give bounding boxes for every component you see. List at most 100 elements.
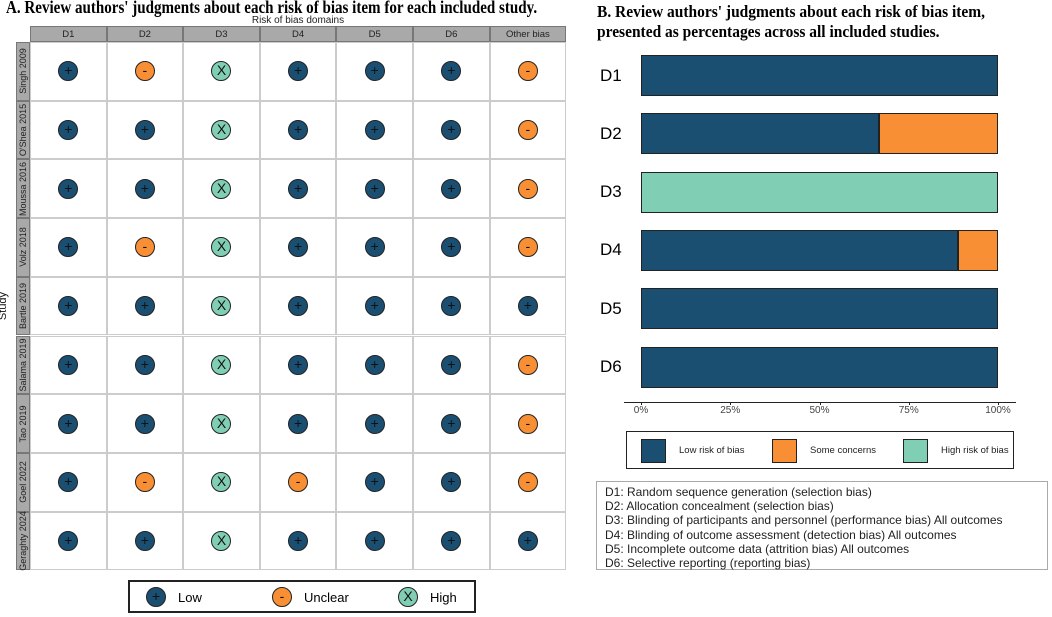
panel-a-title: A. Review authors' judgments about each … [6, 0, 538, 17]
judgment-low-icon: + [364, 178, 385, 199]
grid-cell: + [336, 511, 413, 571]
judgment-high-icon: X [211, 530, 232, 551]
domain-definitions: D1: Random sequence generation (selectio… [596, 481, 1048, 570]
bar-segment [641, 229, 959, 271]
grid-cell: + [106, 276, 184, 336]
judgment-low-icon: + [134, 296, 155, 317]
grid-cell: + [30, 394, 107, 453]
grid-cell: + [413, 100, 490, 160]
judgment-low-icon: + [364, 61, 385, 82]
judgment-low-icon: + [441, 237, 462, 258]
grid-cell: X [183, 218, 260, 277]
study-label: Volz 2018 [16, 218, 30, 277]
judgment-low-icon: + [441, 296, 462, 317]
category-label: D4 [600, 240, 622, 260]
judgment-low-icon: + [288, 237, 309, 258]
judgment-low-icon: + [441, 354, 462, 375]
panel-b-title: B. Review authors' judgments about each … [597, 2, 986, 41]
column-header: D5 [336, 26, 413, 42]
grid-cell: + [30, 452, 107, 512]
judgment-low-icon: + [364, 296, 385, 317]
bar-segment [879, 113, 998, 155]
judgment-unclear-icon: - [517, 237, 538, 258]
judgment-low-icon: + [441, 530, 462, 551]
column-header: D4 [259, 26, 337, 42]
definition-line: D3: Blinding of participants and personn… [605, 513, 1003, 528]
study-label-text: Bartle 2019 [18, 283, 28, 330]
judgment-low-icon: + [146, 587, 166, 607]
study-label-text: O'Shea 2015 [18, 103, 28, 157]
judgment-high-icon: X [211, 61, 232, 82]
grid-cell: - [489, 218, 567, 277]
bar-segment [641, 55, 998, 96]
judgment-low-icon: + [58, 296, 79, 317]
definition-line: D2: Allocation concealment (selection bi… [605, 499, 834, 514]
bar-segment [641, 346, 998, 388]
judgment-low-icon: + [288, 178, 309, 199]
column-header: D6 [413, 26, 490, 42]
legend-swatch [772, 439, 797, 463]
judgment-high-icon: X [211, 237, 232, 258]
grid-cell: X [183, 276, 260, 336]
panel-a-legend: + Low - Unclear X High [128, 580, 476, 613]
grid-cell: + [106, 100, 184, 160]
study-label: Moussa 2016 [16, 159, 30, 219]
judgment-unclear-icon: - [517, 120, 538, 141]
study-label-text: Tao 2019 [18, 405, 28, 443]
legend-label: Unclear [304, 589, 349, 605]
legend-item: X High [398, 587, 457, 607]
grid-cell: + [30, 100, 107, 160]
grid-cell: + [336, 218, 413, 277]
grid-cell: + [259, 335, 337, 395]
category-label: D3 [600, 182, 622, 202]
judgment-low-icon: + [364, 413, 385, 434]
grid-cell: + [413, 276, 490, 336]
judgment-unclear-icon: - [288, 472, 309, 493]
grid-cell: X [183, 335, 260, 395]
judgment-unclear-icon: - [517, 472, 538, 493]
grid-cell: + [30, 511, 107, 571]
grid-cell: - [489, 42, 567, 101]
grid-cell: + [413, 335, 490, 395]
bar-segment [641, 113, 880, 155]
grid-cell: + [259, 100, 337, 160]
grid-cell: + [336, 159, 413, 219]
judgment-low-icon: + [288, 530, 309, 551]
grid-cell: - [489, 159, 567, 219]
definition-line: D4: Blinding of outcome assessment (dete… [605, 527, 957, 542]
grid-cell: - [489, 100, 567, 160]
judgment-low-icon: + [441, 61, 462, 82]
grid-cell: - [106, 218, 184, 277]
judgment-low-icon: + [288, 61, 309, 82]
judgment-low-icon: + [58, 472, 79, 493]
judgment-low-icon: + [364, 237, 385, 258]
x-tick-label: 75% [898, 405, 919, 416]
grid-cell: + [30, 159, 107, 219]
legend-swatch [641, 439, 666, 463]
grid-cell: X [183, 159, 260, 219]
grid-cell: + [489, 276, 567, 336]
grid-cell: + [259, 159, 337, 219]
bar-segment [641, 288, 998, 330]
study-label: Geraghty 2024 [16, 511, 30, 571]
grid-cell: X [183, 511, 260, 571]
judgment-high-icon: X [211, 120, 232, 141]
grid-cell: + [259, 511, 337, 571]
judgment-unclear-icon: - [272, 587, 292, 607]
judgment-low-icon: + [134, 178, 155, 199]
study-label: Goel 2022 [16, 452, 30, 512]
grid-cell: + [259, 42, 337, 101]
legend-item: - Unclear [272, 587, 349, 607]
judgment-high-icon: X [398, 587, 418, 607]
grid-cell: + [489, 511, 567, 571]
judgment-high-icon: X [211, 472, 232, 493]
grid-cell: + [259, 276, 337, 336]
judgment-low-icon: + [134, 530, 155, 551]
legend-label: Low [178, 589, 202, 605]
panel-b-legend: Low risk of bias Some concerns High risk o… [626, 431, 1014, 469]
judgment-low-icon: + [58, 120, 79, 141]
grid-cell: + [336, 100, 413, 160]
judgment-low-icon: + [58, 354, 79, 375]
judgment-low-icon: + [288, 120, 309, 141]
grid-cell: + [106, 394, 184, 453]
